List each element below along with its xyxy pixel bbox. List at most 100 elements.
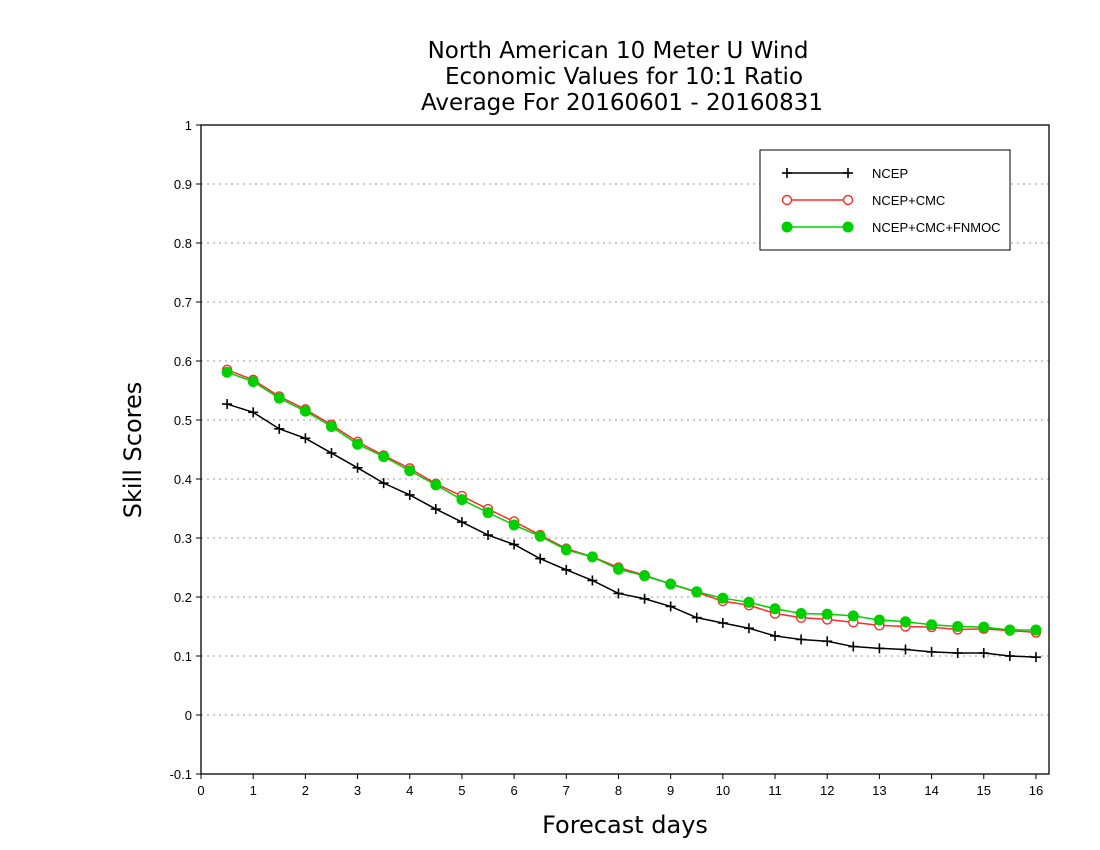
data-point xyxy=(848,641,859,652)
x-tick-label: 14 xyxy=(924,783,938,798)
series-line xyxy=(226,371,1036,631)
data-point xyxy=(561,564,572,575)
data-point xyxy=(743,623,754,634)
data-point xyxy=(378,478,389,489)
data-point xyxy=(952,648,963,659)
data-point xyxy=(404,465,416,477)
data-point xyxy=(900,644,911,655)
data-point xyxy=(843,168,853,178)
y-tick-label: -0.1 xyxy=(170,767,192,782)
y-tick-label: 0.2 xyxy=(174,590,192,605)
data-point xyxy=(796,634,807,645)
data-point xyxy=(926,619,938,631)
data-point xyxy=(781,194,793,206)
x-tick-label: 11 xyxy=(768,783,782,798)
data-point xyxy=(770,630,781,641)
data-point xyxy=(586,551,598,563)
y-tick-label: 0.6 xyxy=(174,354,192,369)
data-point xyxy=(978,648,989,659)
y-tick-label: 0.7 xyxy=(174,295,192,310)
data-point xyxy=(352,462,363,473)
data-point xyxy=(247,376,259,388)
ticks-layer: -0.100.10.20.30.40.50.60.70.80.910 1 2 3 4 5 6… xyxy=(170,118,1044,798)
legend: NCEP NCEP+CMC NCEP+CMC+FNMOC xyxy=(759,149,1011,251)
chart-title-line-2: Economic Values for 10:1 Ratio xyxy=(445,64,803,90)
data-point xyxy=(404,489,415,500)
data-point xyxy=(222,399,233,410)
data-point xyxy=(534,530,546,542)
data-point xyxy=(926,646,937,657)
legend-label: NCEP+CMC+FNMOC xyxy=(872,220,1001,235)
data-point xyxy=(508,519,520,531)
x-axis-label: Forecast days xyxy=(542,811,708,839)
legend-label: NCEP xyxy=(872,166,908,181)
data-point xyxy=(560,544,572,556)
data-point xyxy=(952,621,964,632)
data-point xyxy=(665,601,676,612)
chart-title-line-3: Average For 20160601 - 20160831 xyxy=(421,90,823,116)
x-tick-label: 2 xyxy=(302,783,309,798)
y-tick-label: 0.3 xyxy=(174,531,192,546)
data-point xyxy=(456,494,468,506)
series-ncep xyxy=(222,399,1041,663)
x-tick-label: 3 xyxy=(354,783,361,798)
data-point xyxy=(456,517,467,528)
data-point xyxy=(325,420,337,432)
data-point xyxy=(1004,651,1015,661)
chart-title-line-1: North American 10 Meter U Wind xyxy=(428,38,809,64)
data-point xyxy=(352,438,364,450)
grid-layer xyxy=(201,183,1049,716)
data-point xyxy=(717,592,729,604)
data-point xyxy=(874,643,885,654)
legend-label: NCEP+CMC xyxy=(872,193,945,208)
data-point xyxy=(483,530,494,541)
data-point xyxy=(665,578,677,590)
data-point xyxy=(743,596,755,608)
data-point xyxy=(899,616,911,628)
data-point xyxy=(612,563,624,575)
series-ncep-cmc-fnmoc xyxy=(221,366,1042,636)
y-tick-label: 0 xyxy=(185,708,192,723)
series-line xyxy=(226,403,1036,658)
data-point xyxy=(430,504,441,515)
y-tick-label: 0.4 xyxy=(174,472,192,487)
data-point xyxy=(842,194,854,206)
data-point xyxy=(795,608,807,620)
data-point xyxy=(430,479,442,491)
data-point xyxy=(822,636,833,647)
data-point xyxy=(769,603,781,615)
data-point xyxy=(300,433,311,444)
x-tick-label: 4 xyxy=(406,783,413,798)
x-tick-label: 13 xyxy=(872,783,886,798)
plot-frame xyxy=(200,124,1050,775)
y-tick-label: 0.8 xyxy=(174,236,192,251)
data-point xyxy=(717,617,728,628)
data-point xyxy=(273,392,285,404)
data-point xyxy=(509,539,520,550)
data-point xyxy=(781,221,793,233)
y-tick-label: 0.1 xyxy=(174,649,192,664)
data-point xyxy=(613,588,624,599)
data-point xyxy=(221,366,233,378)
data-point xyxy=(248,407,259,418)
y-axis-label: Skill Scores xyxy=(119,382,147,519)
x-tick-label: 15 xyxy=(977,783,991,798)
x-tick-label: 12 xyxy=(820,783,834,798)
x-tick-label: 16 xyxy=(1029,783,1043,798)
series-line xyxy=(226,369,1037,634)
legend-item: NCEP xyxy=(782,166,908,181)
data-point xyxy=(1030,652,1041,663)
data-point xyxy=(326,448,337,459)
x-tick-label: 5 xyxy=(458,783,465,798)
x-tick-label: 10 xyxy=(716,783,730,798)
data-point xyxy=(842,221,854,233)
data-point xyxy=(535,553,546,564)
y-tick-label: 0.5 xyxy=(174,413,192,428)
data-point xyxy=(587,575,598,586)
y-tick-label: 1 xyxy=(185,118,192,133)
data-point xyxy=(1004,624,1016,636)
data-point xyxy=(873,614,885,626)
data-point xyxy=(299,405,311,417)
legend-item: NCEP+CMC+FNMOC xyxy=(781,220,1001,235)
